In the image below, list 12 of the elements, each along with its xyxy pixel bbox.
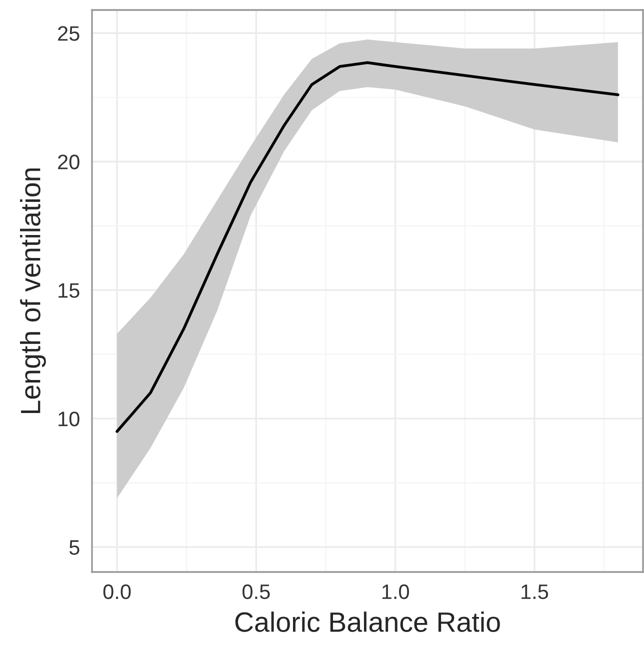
line-series <box>116 61 620 433</box>
y-tick-label: 20 <box>58 154 80 170</box>
x-tick-label: 1.0 <box>382 584 409 600</box>
x-axis-title: Caloric Balance Ratio <box>235 612 500 632</box>
y-tick-label: 25 <box>58 26 80 41</box>
y-tick-label: 5 <box>69 540 80 555</box>
x-tick-label: 1.5 <box>522 584 548 600</box>
x-tick-label: 0.0 <box>103 584 131 600</box>
y-axis-title: Length of ventilation <box>20 168 46 414</box>
y-tick-label: 15 <box>58 283 80 298</box>
x-tick-label: 0.5 <box>242 584 270 600</box>
y-tick-label: 10 <box>58 412 80 426</box>
